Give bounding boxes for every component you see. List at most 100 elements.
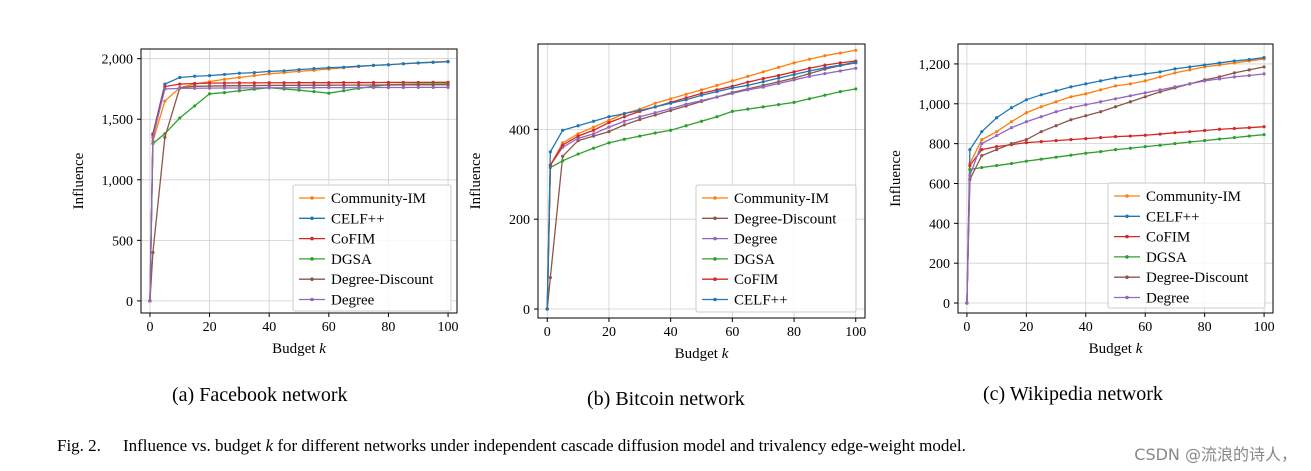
y-tick-label: 1,500 (102, 113, 134, 128)
data-point (591, 119, 596, 123)
data-point (431, 83, 435, 87)
data-point (854, 66, 858, 70)
data-point (1054, 110, 1058, 114)
data-point (267, 83, 271, 88)
data-point (576, 138, 580, 143)
legend-label: DGSA (331, 252, 372, 268)
data-point (968, 167, 972, 172)
data-point (237, 89, 241, 93)
y-tick-label: 500 (112, 234, 133, 249)
data-point (386, 63, 391, 67)
data-point (1173, 85, 1177, 89)
data-point (1113, 148, 1118, 152)
data-point (576, 134, 580, 138)
legend-marker (713, 216, 717, 221)
data-point (222, 81, 227, 85)
series-line-dgsa (546, 88, 856, 310)
data-point (591, 128, 596, 132)
series-line-cofim (546, 60, 856, 310)
legend-box (1107, 182, 1266, 309)
data-point (297, 81, 301, 85)
data-point (1203, 139, 1207, 143)
data-point (746, 88, 750, 92)
data-point (746, 83, 750, 87)
data-point (401, 85, 405, 90)
data-point (1113, 97, 1118, 101)
watermark: CSDN @流浪的诗人， (1134, 445, 1297, 464)
data-point (401, 62, 405, 66)
data-point (653, 131, 657, 135)
data-point (1099, 150, 1103, 154)
data-point (1247, 134, 1251, 138)
data-point (237, 71, 241, 75)
data-point (622, 115, 626, 119)
figure-label: Fig. 2. (57, 436, 101, 455)
data-point (699, 98, 704, 103)
y-tick-label: 1,000 (102, 174, 134, 189)
data-point (222, 86, 227, 90)
data-point (297, 88, 301, 92)
data-point (1099, 100, 1103, 104)
legend-marker (713, 277, 717, 282)
series-line-degree-discount (966, 66, 1265, 304)
legend-marker (1125, 234, 1129, 239)
data-point (178, 82, 182, 86)
series-line-degree-discount (149, 84, 449, 301)
data-point (792, 78, 796, 82)
legend-label: Degree-Discount (1146, 270, 1249, 286)
data-point (995, 134, 999, 138)
x-tick-label: 60 (322, 320, 336, 335)
data-point (446, 83, 450, 87)
data-point (312, 86, 316, 90)
data-point (1217, 77, 1222, 81)
y-tick-label: 1,000 (919, 98, 951, 113)
data-point (715, 95, 719, 99)
data-point (1128, 100, 1132, 104)
data-point (1262, 72, 1266, 76)
data-point (792, 70, 796, 74)
data-point (431, 85, 435, 89)
data-point (622, 112, 626, 116)
data-point (980, 148, 984, 152)
data-point (342, 83, 346, 87)
data-point (1203, 79, 1207, 83)
data-point (252, 74, 256, 78)
y-tick-label: 2,000 (102, 53, 134, 68)
data-point (342, 65, 346, 69)
data-point (684, 98, 688, 102)
data-point (854, 60, 858, 65)
series-line-degree (546, 67, 856, 310)
data-point (807, 66, 812, 70)
data-point (807, 74, 812, 78)
data-point (1217, 127, 1222, 131)
data-point (1084, 137, 1088, 141)
data-point (1143, 91, 1147, 95)
data-point (267, 86, 271, 90)
x-tick-label: 40 (664, 325, 678, 340)
data-point (854, 87, 858, 91)
x-axis-var: k (319, 341, 326, 357)
data-point (1054, 155, 1058, 159)
data-point (1188, 68, 1192, 72)
data-point (151, 250, 155, 255)
data-point (638, 117, 642, 122)
data-point (401, 83, 405, 87)
data-point (252, 83, 256, 88)
legend-box (292, 184, 452, 312)
data-point (163, 82, 167, 86)
data-point (1188, 65, 1192, 69)
data-point (178, 116, 182, 120)
data-point (669, 107, 673, 111)
data-point (371, 85, 376, 90)
data-point (1039, 105, 1043, 109)
x-tick-label: 0 (146, 320, 153, 335)
data-point (1188, 140, 1192, 144)
series-line-community-im (966, 58, 1265, 304)
x-tick-label: 20 (602, 325, 616, 340)
figure-text-before: Influence vs. budget (122, 436, 266, 455)
data-point (995, 116, 999, 120)
data-point (1009, 126, 1014, 130)
data-point (312, 90, 316, 94)
y-tick-label: 0 (126, 295, 133, 310)
data-point (178, 86, 182, 90)
